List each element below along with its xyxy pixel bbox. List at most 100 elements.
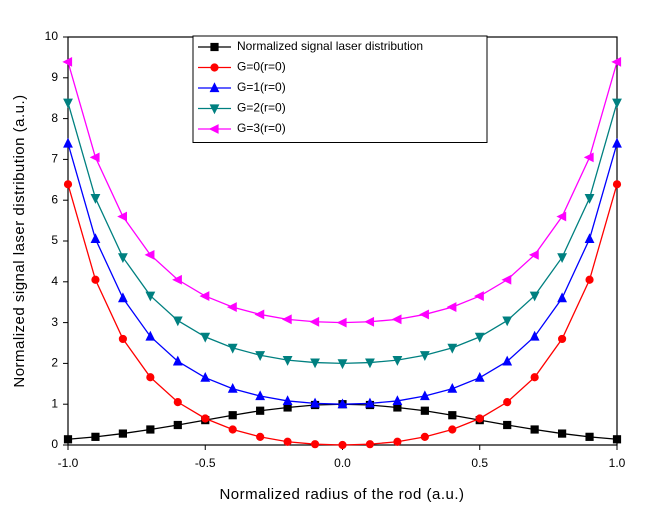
marker — [281, 314, 292, 325]
marker — [201, 414, 210, 423]
marker — [338, 440, 347, 450]
marker — [309, 316, 320, 327]
marker — [558, 334, 567, 344]
marker — [419, 351, 430, 361]
marker — [63, 137, 73, 148]
marker — [557, 253, 568, 264]
y-tick-label: 5 — [51, 233, 58, 247]
y-tick-label: 0 — [51, 437, 58, 451]
marker — [117, 292, 128, 303]
legend-label: G=2(r=0) — [237, 101, 286, 115]
marker — [583, 152, 594, 163]
marker — [144, 249, 155, 260]
marker — [448, 411, 457, 420]
legend-marker — [210, 42, 219, 52]
marker — [501, 274, 512, 285]
marker — [256, 406, 265, 415]
marker — [392, 395, 403, 406]
marker — [611, 56, 622, 67]
marker — [336, 317, 347, 328]
marker — [558, 429, 567, 438]
marker — [63, 98, 73, 109]
legend-label: G=3(r=0) — [237, 121, 286, 135]
legend-marker — [209, 82, 220, 93]
marker — [419, 390, 430, 401]
marker — [146, 425, 155, 434]
marker — [420, 406, 429, 415]
x-tick-label: 0.0 — [334, 456, 351, 470]
marker — [282, 356, 293, 366]
marker — [612, 137, 622, 148]
legend-label: Normalized signal laser distribution — [237, 39, 423, 53]
marker — [393, 437, 402, 446]
marker — [612, 435, 622, 444]
marker — [228, 411, 237, 420]
y-tick-label: 3 — [51, 315, 58, 329]
marker — [475, 414, 484, 423]
marker — [283, 437, 292, 446]
x-tick-label: -1.0 — [58, 456, 79, 470]
marker — [200, 332, 211, 343]
marker — [503, 420, 512, 430]
marker — [228, 425, 237, 434]
marker — [612, 98, 622, 109]
marker — [146, 373, 155, 382]
marker — [419, 309, 429, 320]
marker — [391, 314, 402, 325]
marker — [256, 432, 265, 441]
y-axis-label: Normalized signal laser distribution (a.… — [11, 94, 28, 387]
marker — [529, 330, 540, 341]
x-tick-label: 1.0 — [609, 456, 626, 470]
marker — [89, 152, 100, 163]
marker — [145, 330, 156, 341]
marker — [448, 425, 457, 434]
marker — [446, 302, 457, 313]
y-tick-label: 6 — [51, 192, 58, 206]
marker — [172, 316, 183, 327]
marker — [255, 390, 266, 401]
marker — [474, 332, 485, 343]
marker — [254, 309, 265, 320]
marker — [420, 432, 429, 441]
marker — [337, 398, 348, 409]
marker — [226, 302, 237, 313]
marker — [530, 425, 539, 434]
marker — [62, 56, 73, 67]
marker — [118, 334, 128, 344]
legend-marker — [210, 63, 219, 72]
marker — [392, 356, 403, 366]
marker — [528, 249, 539, 260]
x-tick-label: -0.5 — [195, 456, 216, 470]
marker — [557, 292, 568, 303]
marker — [474, 371, 485, 382]
marker — [91, 432, 100, 441]
marker — [503, 398, 512, 407]
marker — [199, 291, 210, 301]
marker — [310, 440, 320, 449]
legend-marker — [209, 104, 220, 115]
marker — [585, 275, 594, 284]
marker — [117, 211, 127, 222]
marker — [529, 291, 540, 302]
y-tick-label: 10 — [45, 29, 59, 43]
marker — [530, 373, 539, 382]
y-tick-label: 7 — [51, 152, 58, 166]
marker — [255, 351, 266, 361]
marker — [584, 233, 595, 244]
y-tick-label: 4 — [51, 274, 58, 288]
marker — [200, 371, 211, 382]
marker — [63, 435, 73, 444]
marker — [584, 194, 595, 204]
marker — [91, 275, 100, 284]
x-axis-label: Normalized radius of the rod (a.u.) — [219, 486, 464, 503]
y-tick-label: 9 — [51, 70, 58, 84]
marker — [63, 180, 73, 189]
legend-box — [192, 35, 488, 143]
marker — [447, 382, 458, 393]
marker — [556, 211, 567, 222]
marker — [365, 397, 375, 408]
marker — [337, 359, 348, 370]
marker — [365, 358, 375, 369]
marker — [502, 316, 513, 327]
